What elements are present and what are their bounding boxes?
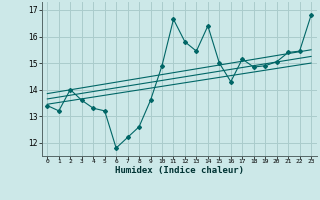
X-axis label: Humidex (Indice chaleur): Humidex (Indice chaleur) [115,166,244,175]
